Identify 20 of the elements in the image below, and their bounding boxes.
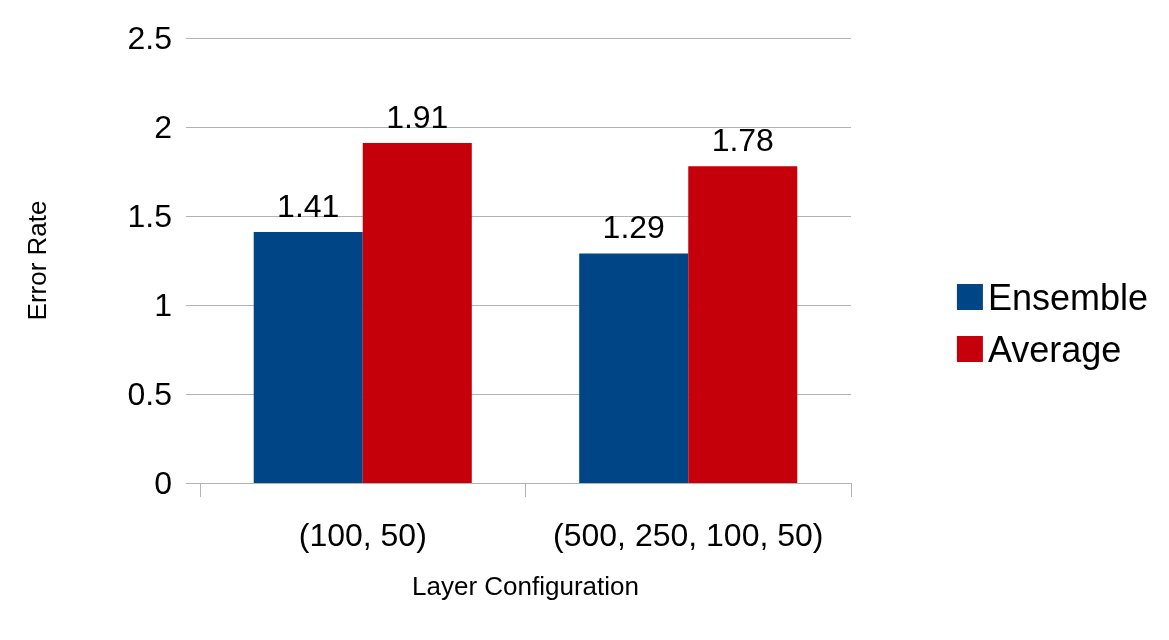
data-label: 1.78 bbox=[711, 122, 774, 159]
data-label: 1.91 bbox=[386, 99, 449, 136]
bar bbox=[362, 143, 472, 483]
x-tick-label: (500, 250, 100, 50) bbox=[553, 517, 824, 553]
x-tick-label: (100, 50) bbox=[298, 517, 427, 553]
bar bbox=[253, 232, 363, 483]
y-axis-title: Error Rate bbox=[22, 200, 52, 321]
bar bbox=[688, 166, 798, 483]
y-tick-label: 1.5 bbox=[127, 198, 172, 234]
legend-label: Average bbox=[987, 328, 1122, 370]
y-tick-label: 0.5 bbox=[127, 376, 172, 412]
legend-label: Ensemble bbox=[987, 276, 1149, 318]
y-tick-label: 0 bbox=[154, 465, 172, 501]
data-label: 1.29 bbox=[602, 209, 665, 246]
y-tick-label: 2 bbox=[154, 109, 172, 145]
y-tick-label: 1 bbox=[154, 287, 172, 323]
bar bbox=[579, 253, 689, 483]
x-axis-title: Layer Configuration bbox=[412, 571, 639, 601]
data-label: 1.41 bbox=[277, 188, 340, 225]
y-tick-label: 2.5 bbox=[127, 20, 172, 56]
